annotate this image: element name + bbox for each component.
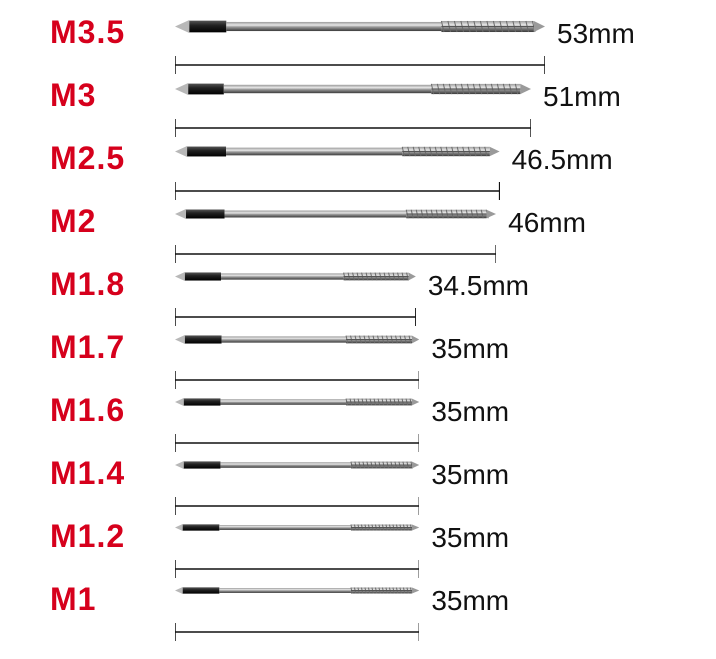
size-label: M1 [50, 581, 96, 618]
tap-row: M1.8 34.5mm [0, 262, 716, 325]
length-label: 35mm [431, 522, 509, 554]
length-label: 46mm [508, 207, 586, 239]
length-label: 35mm [431, 585, 509, 617]
size-label: M1.2 [50, 518, 125, 555]
tap-row: M1 35mm [0, 577, 716, 640]
size-label: M1.4 [50, 455, 125, 492]
length-label: 46.5mm [512, 144, 613, 176]
length-label: 35mm [431, 396, 509, 428]
size-label: M2.5 [50, 140, 125, 177]
size-label: M2 [50, 203, 96, 240]
size-label: M3.5 [50, 14, 125, 51]
dimension-line [175, 623, 419, 646]
size-label: M1.8 [50, 266, 125, 303]
length-label: 35mm [431, 459, 509, 491]
tap-row: M2 46mm [0, 199, 716, 262]
tap-icon [175, 333, 419, 346]
tap-icon [175, 207, 496, 221]
tap-row: M1.2 35mm [0, 514, 716, 577]
tap-row: M1.7 35mm [0, 325, 716, 388]
tap-icon [175, 396, 419, 408]
length-label: 51mm [543, 81, 621, 113]
tap-row: M2.5 46.5mm [0, 136, 716, 199]
tap-icon [175, 459, 419, 471]
length-label: 53mm [557, 18, 635, 50]
tap-row: M3 51mm [0, 73, 716, 136]
tap-icon [175, 18, 545, 35]
tap-icon [175, 81, 531, 97]
tap-row: M1.6 35mm [0, 388, 716, 451]
size-label: M1.6 [50, 392, 125, 429]
size-label: M3 [50, 77, 96, 114]
tap-icon [175, 522, 419, 533]
tap-icon [175, 270, 416, 283]
tap-icon [175, 144, 500, 159]
tap-size-chart: M3.5 53mm M3 51mm M2.5 46.5mm M2 46mm M1.8 34.5mm… [0, 0, 716, 659]
size-label: M1.7 [50, 329, 125, 366]
tap-icon [175, 585, 419, 596]
tap-row: M3.5 53mm [0, 10, 716, 73]
tap-row: M1.4 35mm [0, 451, 716, 514]
length-label: 35mm [431, 333, 509, 365]
length-label: 34.5mm [428, 270, 529, 302]
